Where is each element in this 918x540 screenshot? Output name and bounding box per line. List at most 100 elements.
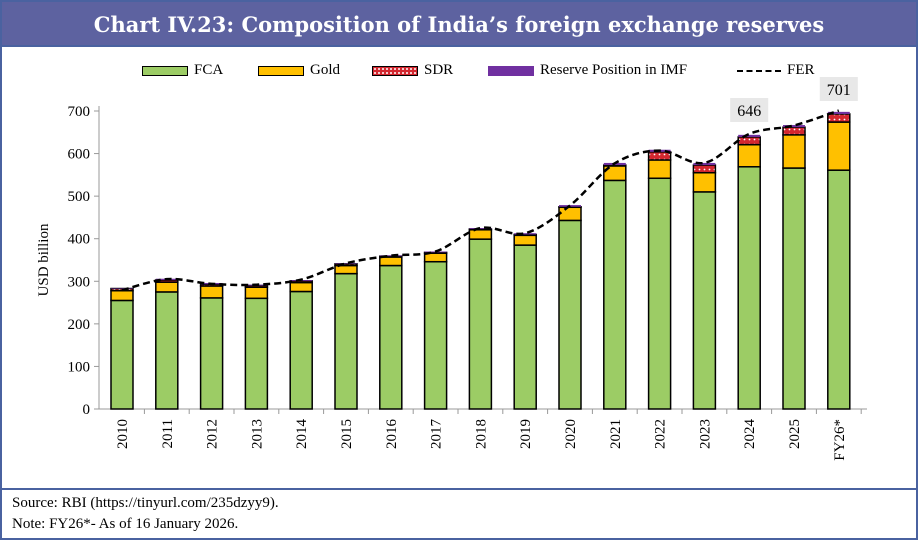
y-axis-label: USD billion [36, 223, 52, 296]
x-tick-label: 2017 [429, 419, 445, 450]
bar-fca [647, 177, 672, 410]
bar-fca [199, 297, 224, 410]
bar-fca [827, 169, 851, 410]
bar-fca [244, 297, 269, 410]
legend-swatch [372, 65, 418, 76]
bar-reserve-position-in-imf [827, 111, 850, 114]
x-tick-label: FY26* [832, 419, 848, 461]
y-tick-label: 300 [68, 274, 91, 290]
bar-sdr [603, 164, 627, 167]
bar-gold [155, 281, 179, 293]
fer-line [121, 109, 840, 292]
legend-label: Gold [310, 62, 340, 78]
legend-swatch [142, 65, 188, 76]
bar-gold [692, 171, 717, 193]
x-tick-label: 2024 [742, 419, 758, 450]
legend-item: Gold [258, 62, 340, 79]
data-label-box [730, 98, 769, 122]
x-tick-label: 2014 [294, 419, 310, 450]
x-tick-label: 2010 [115, 419, 131, 449]
bar-fca [513, 244, 537, 410]
bar-gold [289, 281, 313, 293]
x-tick-label: 2020 [563, 419, 579, 449]
legend-label: FCA [194, 62, 224, 78]
bar-sdr [379, 255, 403, 258]
bar-sdr [737, 136, 761, 146]
note-text: Note: FY26*- As of 16 January 2026. [12, 516, 239, 532]
legend-label: SDR [424, 62, 454, 78]
x-tick-label: 2023 [697, 419, 713, 449]
data-label: 701 [827, 82, 851, 99]
legend-item: Reserve Position in IMF [488, 62, 687, 79]
legend: FCA Gold SDR Reserve Position in IMF FER [2, 62, 916, 82]
bar-fca [737, 166, 761, 410]
bar-sdr [289, 280, 313, 284]
bar-sdr [468, 228, 493, 231]
bar-sdr [827, 113, 851, 123]
x-tick-label: 2022 [653, 419, 669, 449]
legend-item: FER [737, 62, 815, 79]
bar-reserve-position-in-imf [738, 134, 761, 137]
data-label: 646 [737, 103, 761, 120]
bar-gold [468, 229, 493, 240]
bar-fca [603, 179, 627, 410]
bar-reserve-position-in-imf [111, 288, 133, 289]
x-tick-label: 2013 [249, 419, 265, 449]
y-tick-label: 0 [83, 402, 91, 418]
bar-reserve-position-in-imf [469, 228, 492, 229]
bar-fca [558, 219, 582, 410]
legend-item: FCA [142, 62, 223, 79]
bar-gold [110, 289, 134, 302]
y-tick-label: 400 [68, 232, 91, 248]
bar-gold [379, 256, 403, 267]
y-tick-label: 700 [68, 104, 91, 120]
data-label-box [819, 77, 858, 101]
x-tick-label: 2018 [473, 419, 489, 449]
x-tick-label: 2025 [787, 419, 803, 449]
bar-reserve-position-in-imf [379, 255, 402, 257]
bar-fca [334, 272, 358, 410]
bar-gold [558, 206, 582, 222]
bar-gold [737, 143, 761, 168]
bar-fca [423, 260, 448, 410]
bar-reserve-position-in-imf [514, 233, 537, 235]
y-tick-label: 200 [68, 317, 91, 333]
legend-label: Reserve Position in IMF [540, 62, 688, 78]
x-tick-label: 2016 [384, 419, 400, 450]
bar-sdr [647, 151, 672, 161]
chart-plot: 0 100 200 300 400 500 600 700 USD billion 2010 201… [36, 77, 867, 461]
bar-sdr [692, 164, 717, 174]
x-tick-label: 2019 [518, 419, 534, 449]
chart-title: Chart IV.23: Composition of India’s fore… [2, 2, 916, 47]
bar-fca [289, 290, 313, 410]
x-tick-label: 2012 [205, 419, 221, 449]
bar-gold [782, 134, 806, 169]
bar-reserve-position-in-imf [783, 125, 805, 128]
bar-fca [782, 167, 806, 410]
bar-fca [155, 291, 179, 410]
legend-swatch [737, 69, 781, 72]
x-tick-label: 2011 [160, 419, 176, 448]
x-tick-label: 2021 [608, 419, 624, 449]
bar-gold [199, 285, 224, 299]
y-tick-label: 100 [68, 359, 91, 375]
bar-gold [647, 159, 672, 180]
y-tick-label: 500 [68, 189, 91, 205]
y-tick-label: 600 [68, 147, 91, 163]
legend-label: FER [787, 62, 815, 78]
bar-reserve-position-in-imf [335, 263, 357, 264]
legend-item: SDR [372, 62, 453, 79]
bar-fca [468, 238, 493, 410]
legend-swatch [258, 65, 304, 76]
footer: Source: RBI (https://tinyurl.com/235dzyy… [2, 488, 916, 538]
bar-fca [110, 299, 134, 410]
bar-gold [827, 121, 851, 171]
x-tick-label: 2015 [339, 419, 355, 449]
bar-fca [379, 264, 403, 410]
legend-swatch [488, 65, 534, 76]
bar-gold [513, 234, 537, 246]
source-text: Source: RBI (https://tinyurl.com/235dzyy… [12, 495, 279, 511]
bar-fca [692, 191, 717, 410]
bar-reserve-position-in-imf [693, 162, 716, 166]
